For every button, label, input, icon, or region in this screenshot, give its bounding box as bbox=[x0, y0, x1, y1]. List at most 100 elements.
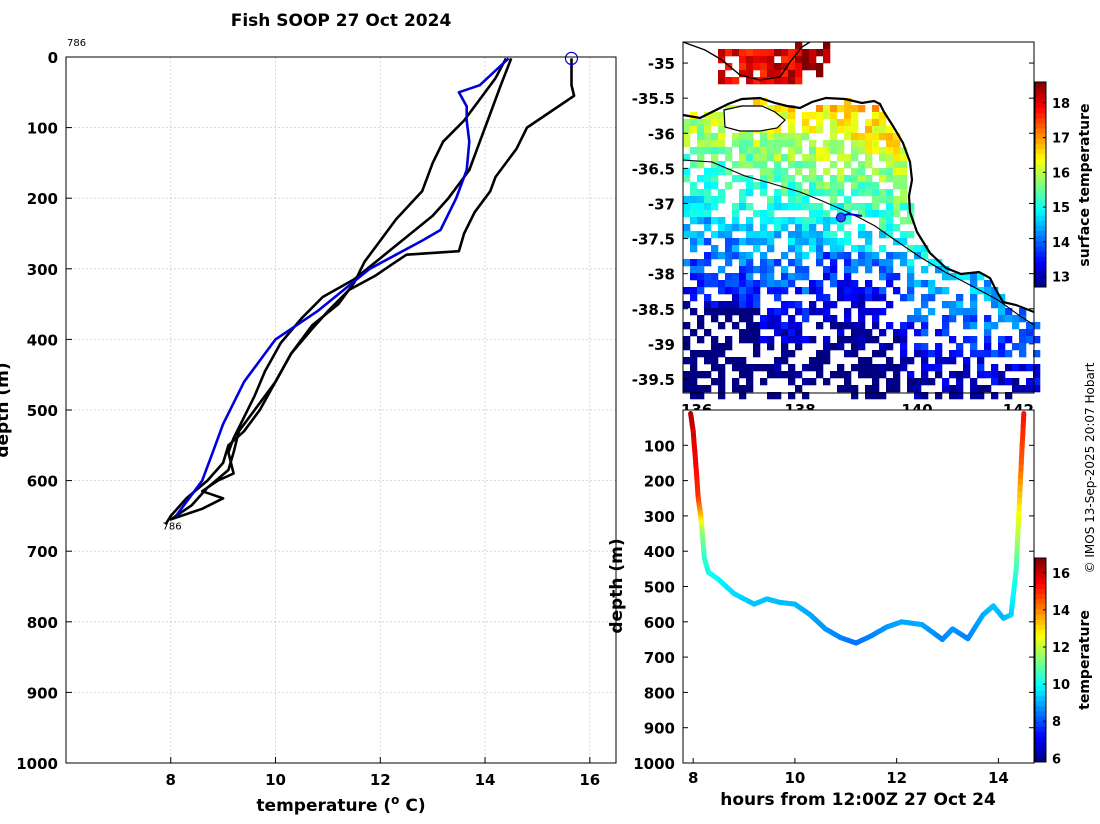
sst-cell bbox=[809, 217, 816, 224]
sst-cell bbox=[774, 147, 781, 154]
sst-cell bbox=[739, 224, 746, 231]
sst-cell bbox=[865, 231, 872, 238]
sst-cell bbox=[865, 147, 872, 154]
sst-cell bbox=[711, 273, 718, 280]
sst-cell bbox=[844, 161, 851, 168]
sst-colorbar-segment bbox=[1035, 174, 1046, 180]
sst-cell bbox=[872, 287, 879, 294]
sst-cell bbox=[753, 308, 760, 315]
sst-cell bbox=[704, 210, 711, 217]
sst-cell bbox=[760, 364, 767, 371]
sst-cell bbox=[865, 126, 872, 133]
sst-cell bbox=[697, 133, 704, 140]
sst-cell bbox=[879, 371, 886, 378]
sst-cell bbox=[739, 266, 746, 273]
depth-time-x-tick-label: 12 bbox=[886, 769, 907, 787]
sst-cell bbox=[865, 182, 872, 189]
sst-cell bbox=[690, 329, 697, 336]
sst-cell bbox=[879, 175, 886, 182]
sst-cell bbox=[711, 133, 718, 140]
sst-cell bbox=[858, 133, 865, 140]
sst-cell bbox=[725, 147, 732, 154]
sst-cell bbox=[781, 224, 788, 231]
sst-cell bbox=[907, 231, 914, 238]
temperature-colorbar-segment bbox=[1035, 629, 1046, 635]
profile-x-tick-label: 10 bbox=[265, 771, 286, 789]
profile-y-tick-label: 0 bbox=[48, 49, 58, 67]
sst-cell bbox=[711, 168, 718, 175]
sst-cell bbox=[879, 133, 886, 140]
sst-cell bbox=[949, 350, 956, 357]
sst-cell bbox=[844, 203, 851, 210]
sst-cell bbox=[725, 287, 732, 294]
sst-cell bbox=[746, 252, 753, 259]
sst-cell bbox=[774, 371, 781, 378]
sst-cell bbox=[1019, 343, 1026, 350]
sst-cell bbox=[732, 245, 739, 252]
sst-cell bbox=[851, 336, 858, 343]
sst-cell bbox=[774, 287, 781, 294]
sst-cell bbox=[697, 315, 704, 322]
temperature-colorbar-segment bbox=[1035, 721, 1046, 727]
sst-cell bbox=[774, 280, 781, 287]
sst-cell bbox=[942, 357, 949, 364]
sst-cell bbox=[900, 336, 907, 343]
sst-cell bbox=[907, 273, 914, 280]
sst-cell bbox=[732, 294, 739, 301]
sst-cell bbox=[739, 273, 746, 280]
sst-cell bbox=[711, 301, 718, 308]
sst-cell bbox=[900, 182, 907, 189]
sst-cell bbox=[732, 252, 739, 259]
sst-cell bbox=[823, 294, 830, 301]
sst-cell bbox=[886, 210, 893, 217]
sst-cell bbox=[830, 147, 837, 154]
sst-cell bbox=[851, 105, 858, 112]
sst-cell bbox=[998, 378, 1005, 385]
sst-cell bbox=[697, 203, 704, 210]
sst-cell bbox=[753, 287, 760, 294]
sst-colorbar-segment bbox=[1035, 215, 1046, 221]
sst-cell bbox=[977, 350, 984, 357]
sst-cell bbox=[802, 119, 809, 126]
sst-cell bbox=[830, 301, 837, 308]
sst-cell bbox=[690, 259, 697, 266]
sst-cell bbox=[746, 294, 753, 301]
sst-cell bbox=[984, 371, 991, 378]
sst-cell bbox=[690, 231, 697, 238]
sst-cell bbox=[872, 140, 879, 147]
sst-cell bbox=[788, 322, 795, 329]
sst-cell bbox=[893, 371, 900, 378]
sst-cell bbox=[998, 308, 1005, 315]
sst-cell bbox=[788, 259, 795, 266]
sst-cell bbox=[816, 119, 823, 126]
sst-cell bbox=[802, 336, 809, 343]
sst-cell bbox=[690, 161, 697, 168]
sst-cell bbox=[809, 189, 816, 196]
sst-cell bbox=[802, 203, 809, 210]
sst-cell bbox=[690, 210, 697, 217]
sst-cell bbox=[711, 231, 718, 238]
sst-cell bbox=[851, 119, 858, 126]
sst-colorbar-label: surface temperature bbox=[1077, 103, 1093, 266]
sst-cell bbox=[788, 280, 795, 287]
sst-cell bbox=[900, 196, 907, 203]
sst-cell bbox=[753, 364, 760, 371]
sst-colorbar-segment bbox=[1035, 195, 1046, 201]
sst-cell bbox=[893, 252, 900, 259]
sst-cell bbox=[697, 266, 704, 273]
glider-position-marker bbox=[836, 213, 845, 222]
sst-cell bbox=[767, 63, 774, 70]
sst-cell bbox=[837, 322, 844, 329]
sst-cell bbox=[879, 154, 886, 161]
sst-colorbar-segment bbox=[1035, 123, 1046, 129]
sst-cell bbox=[914, 350, 921, 357]
temperature-colorbar-segment bbox=[1035, 619, 1046, 625]
sst-cell bbox=[872, 112, 879, 119]
sst-cell bbox=[823, 42, 830, 49]
sst-cell bbox=[739, 287, 746, 294]
sst-cell bbox=[795, 252, 802, 259]
sst-cell bbox=[928, 294, 935, 301]
sst-cell bbox=[795, 56, 802, 63]
sst-cell bbox=[739, 154, 746, 161]
sst-cell bbox=[802, 133, 809, 140]
